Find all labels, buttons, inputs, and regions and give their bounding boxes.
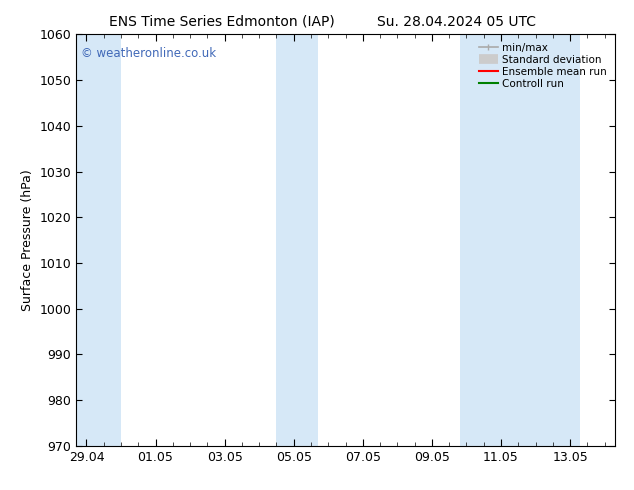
Y-axis label: Surface Pressure (hPa): Surface Pressure (hPa) (21, 169, 34, 311)
Bar (276, 34, 318, 446)
Text: Su. 28.04.2024 05 UTC: Su. 28.04.2024 05 UTC (377, 15, 536, 29)
Bar (460, 34, 581, 446)
Text: ENS Time Series Edmonton (IAP): ENS Time Series Edmonton (IAP) (109, 15, 335, 29)
Legend: min/max, Standard deviation, Ensemble mean run, Controll run: min/max, Standard deviation, Ensemble me… (476, 40, 610, 92)
Bar (76, 34, 121, 446)
Text: © weatheronline.co.uk: © weatheronline.co.uk (81, 47, 217, 60)
